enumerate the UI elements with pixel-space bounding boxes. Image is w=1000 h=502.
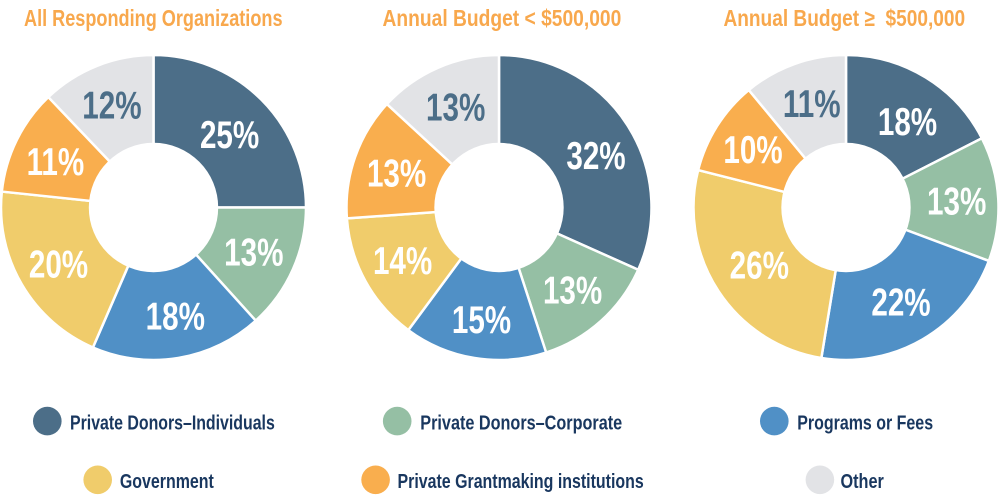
svg-text:Private Donors–Individuals: Private Donors–Individuals (70, 412, 275, 434)
svg-text:Programs or Fees: Programs or Fees (797, 412, 933, 434)
svg-text:All Responding Organizations: All Responding Organizations (24, 6, 283, 32)
svg-text:18%: 18% (146, 296, 205, 339)
svg-text:13%: 13% (543, 270, 602, 313)
svg-text:15%: 15% (452, 299, 511, 342)
svg-text:20%: 20% (29, 244, 88, 287)
svg-text:Private Donors–Corporate: Private Donors–Corporate (420, 412, 622, 434)
svg-text:22%: 22% (871, 282, 930, 325)
svg-text:10%: 10% (723, 129, 782, 172)
svg-text:Other: Other (841, 471, 884, 493)
svg-text:11%: 11% (27, 141, 85, 184)
svg-text:13%: 13% (367, 153, 426, 196)
svg-text:25%: 25% (200, 114, 259, 157)
svg-text:Private Grantmaking institutio: Private Grantmaking institutions (398, 470, 644, 492)
svg-text:18%: 18% (878, 101, 937, 144)
svg-text:13%: 13% (426, 87, 485, 130)
svg-text:14%: 14% (373, 240, 432, 283)
svg-text:Government: Government (120, 470, 214, 492)
svg-text:26%: 26% (730, 245, 789, 288)
svg-text:13%: 13% (224, 232, 283, 275)
svg-text:13%: 13% (927, 181, 986, 224)
svg-text:11%: 11% (783, 83, 841, 126)
svg-text:32%: 32% (566, 135, 625, 178)
svg-text:12%: 12% (82, 85, 141, 128)
svg-text:Annual Budget ≥ $500,000: Annual Budget ≥ $500,000 (723, 6, 965, 31)
svg-text:Annual Budget < $500,000: Annual Budget < $500,000 (383, 6, 622, 31)
